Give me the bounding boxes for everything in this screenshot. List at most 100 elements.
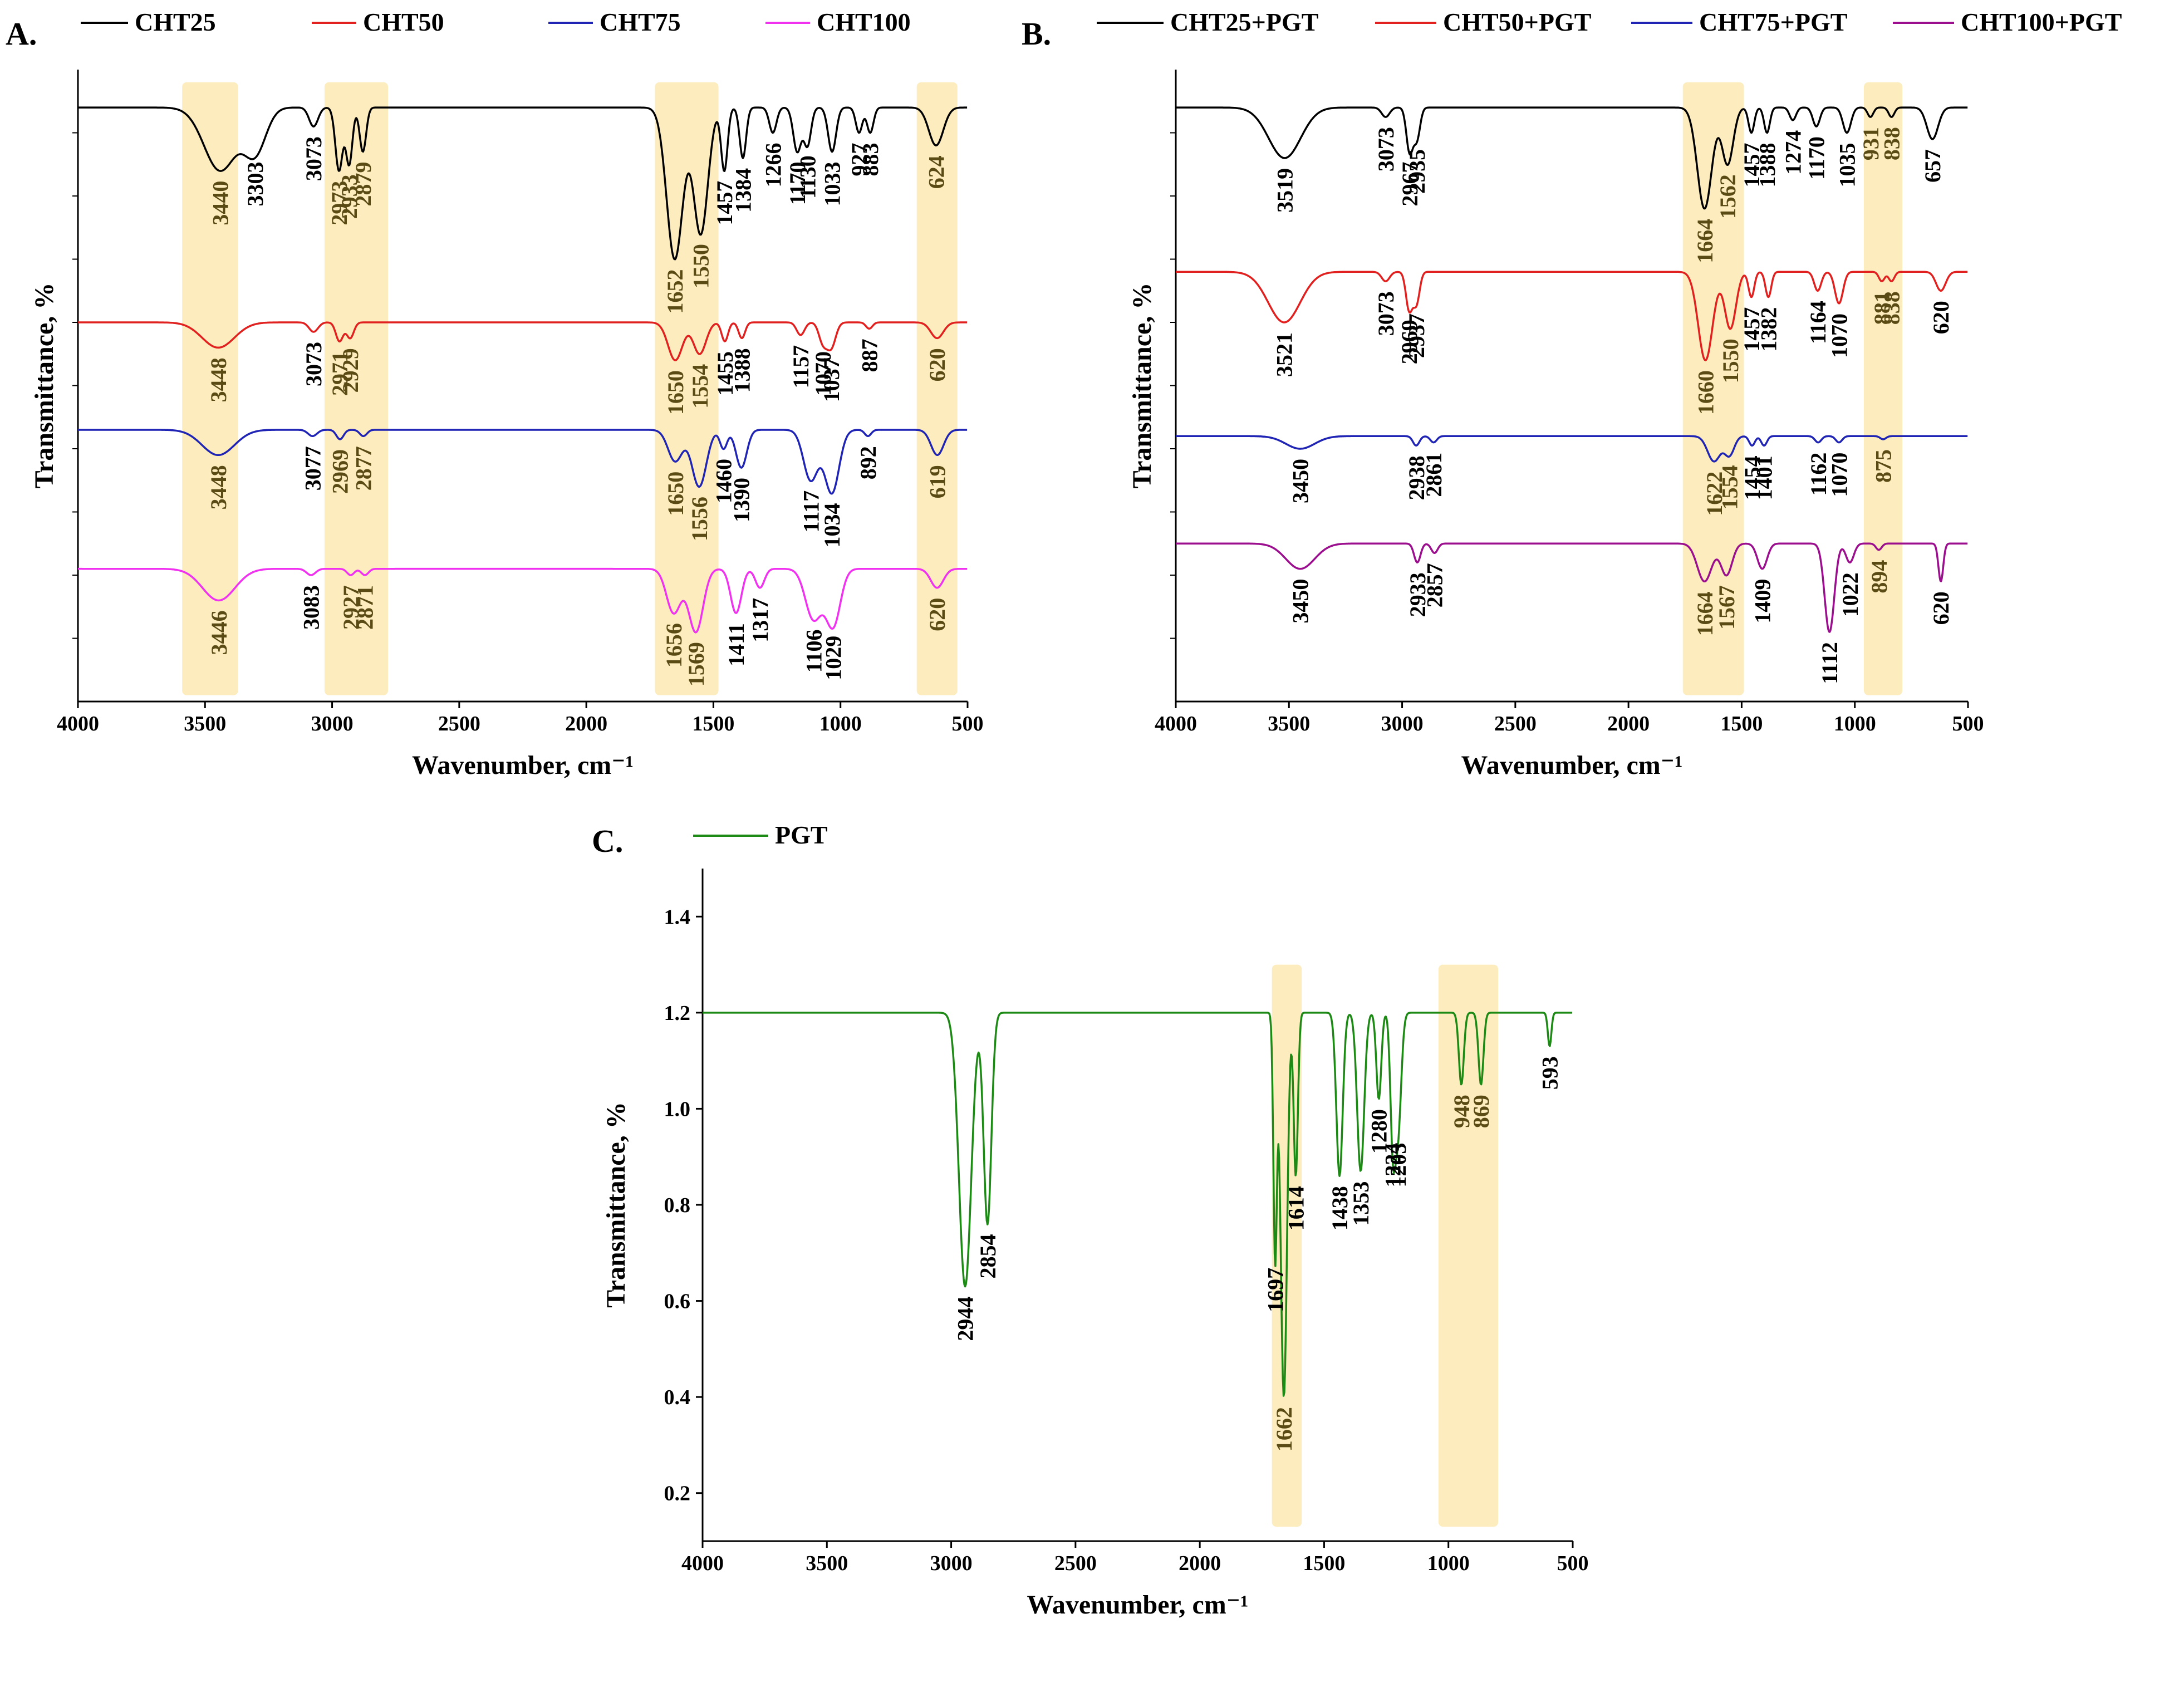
peak-label: 2971 (327, 351, 352, 396)
peak-label: 2871 (352, 585, 377, 630)
peak-label: 1550 (1718, 339, 1743, 383)
peak-label: 1455 (713, 351, 738, 396)
peak-label: 2967 (1397, 162, 1422, 207)
panel-label: C. (592, 823, 623, 859)
peak-label: 2861 (1421, 453, 1446, 497)
peak-label: 1035 (1834, 143, 1859, 188)
x-tick-label: 1500 (1303, 1552, 1345, 1575)
peak-label: 1106 (801, 629, 826, 673)
peak-label: 1650 (663, 472, 688, 516)
peak-label: 3440 (208, 181, 233, 225)
y-tick-label: 0.8 (664, 1194, 691, 1217)
peak-label: 2879 (351, 162, 376, 207)
series-line-cht25 (77, 106, 968, 261)
y-tick-label: 1.4 (664, 905, 691, 929)
peak-label: 1382 (1756, 307, 1781, 352)
series-line-pgt (702, 1012, 1573, 1397)
series-line-cht50-pgt (1175, 271, 1968, 361)
x-tick-label: 1000 (1834, 712, 1876, 735)
y-axis-label: Transmittance, % (1127, 283, 1157, 489)
x-tick-label: 3500 (806, 1552, 848, 1575)
highlight-band (1863, 82, 1903, 695)
x-tick-label: 3500 (1268, 712, 1310, 735)
peak-label: 869 (1469, 1095, 1494, 1128)
peak-label: 1662 (1272, 1407, 1297, 1451)
x-tick-label: 2500 (1054, 1552, 1097, 1575)
y-axis-label: Transmittance, % (30, 283, 59, 489)
peak-label: 3083 (299, 585, 324, 630)
peak-label: 1567 (1714, 585, 1739, 630)
peak-label: 2929 (338, 348, 363, 393)
peak-label: 1411 (724, 623, 749, 666)
peak-label: 1460 (711, 459, 737, 503)
peak-label: 1070 (1827, 313, 1852, 358)
x-tick-label: 500 (1952, 712, 1984, 735)
peak-label: 593 (1537, 1056, 1562, 1090)
peak-label: 887 (857, 339, 882, 372)
peak-label: 881 (1869, 291, 1895, 325)
peak-label: 1070 (811, 351, 836, 396)
peak-label: 1070 (1827, 453, 1852, 497)
peak-label: 1130 (795, 155, 820, 199)
peak-label: 2938 (1404, 455, 1429, 500)
peak-label: 1157 (788, 345, 813, 389)
peak-label: 1388 (1755, 143, 1780, 188)
peak-label: 3446 (207, 610, 232, 655)
legend-label: CHT50 (363, 8, 444, 36)
peak-label: 1266 (760, 143, 786, 188)
peak-label: 1353 (1348, 1181, 1373, 1226)
peak-label: 1569 (684, 642, 709, 686)
peak-label: 1112 (1817, 642, 1842, 684)
x-tick-label: 2000 (1607, 712, 1650, 735)
peak-label: 2969 (1397, 320, 1422, 364)
peak-label: 1280 (1367, 1109, 1392, 1154)
peak-label: 624 (924, 155, 949, 189)
peak-label: 1656 (661, 623, 686, 668)
peak-label: 1550 (689, 244, 714, 288)
peak-label: 838 (1879, 127, 1905, 160)
x-axis-label: Wavenumber, cm⁻¹ (412, 751, 634, 780)
peak-label: 894 (1867, 560, 1892, 594)
peak-label: 892 (856, 446, 881, 479)
legend-label: CHT50+PGT (1443, 8, 1591, 36)
peak-label: 3303 (243, 162, 268, 207)
legend-label: CHT100 (817, 8, 911, 36)
peak-label: 3448 (206, 465, 231, 509)
peak-label: 3073 (301, 136, 326, 181)
peak-label: 1556 (687, 497, 712, 541)
x-tick-label: 500 (952, 712, 984, 735)
peak-label: 1554 (688, 364, 713, 409)
legend-label: CHT25 (135, 8, 216, 36)
peak-label: 1554 (1717, 465, 1742, 509)
panel-2: 4000 3500 3000 2500 2000 1500 1000 500 0.2 0.4 0.6… (592, 821, 1589, 1620)
peak-label: 1457 (1739, 143, 1764, 188)
x-tick-label: 4000 (1155, 712, 1197, 735)
peak-label: 657 (1920, 149, 1945, 183)
series-line-cht50 (77, 321, 968, 361)
peak-label: 620 (925, 348, 950, 381)
legend-label: CHT75 (600, 8, 681, 36)
peak-label: 3077 (300, 446, 325, 491)
peak-label: 2857 (1422, 563, 1447, 607)
series-line-cht75 (77, 429, 968, 495)
panel-label: B. (1022, 16, 1051, 52)
highlight-band (1438, 964, 1499, 1527)
peak-label: 1652 (662, 269, 688, 314)
peak-label: 3519 (1273, 168, 1298, 213)
peak-label: 1388 (730, 348, 755, 393)
x-axis-label: Wavenumber, cm⁻¹ (1027, 1590, 1249, 1620)
peak-label: 1650 (663, 370, 688, 415)
peak-label: 3448 (206, 357, 231, 402)
highlight-band (182, 82, 238, 695)
x-tick-label: 3000 (311, 712, 354, 735)
x-tick-label: 3000 (930, 1552, 973, 1575)
peak-label: 1037 (819, 357, 844, 402)
peak-label: 931 (1858, 127, 1883, 160)
peak-label: 1438 (1327, 1186, 1352, 1230)
x-tick-label: 4000 (681, 1552, 724, 1575)
peak-label: 1162 (1806, 453, 1831, 496)
series-line-cht75-pgt (1175, 435, 1968, 463)
panel-label: A. (6, 16, 37, 52)
peak-label: 1164 (1805, 301, 1830, 344)
x-axis-label: Wavenumber, cm⁻¹ (1461, 751, 1683, 780)
